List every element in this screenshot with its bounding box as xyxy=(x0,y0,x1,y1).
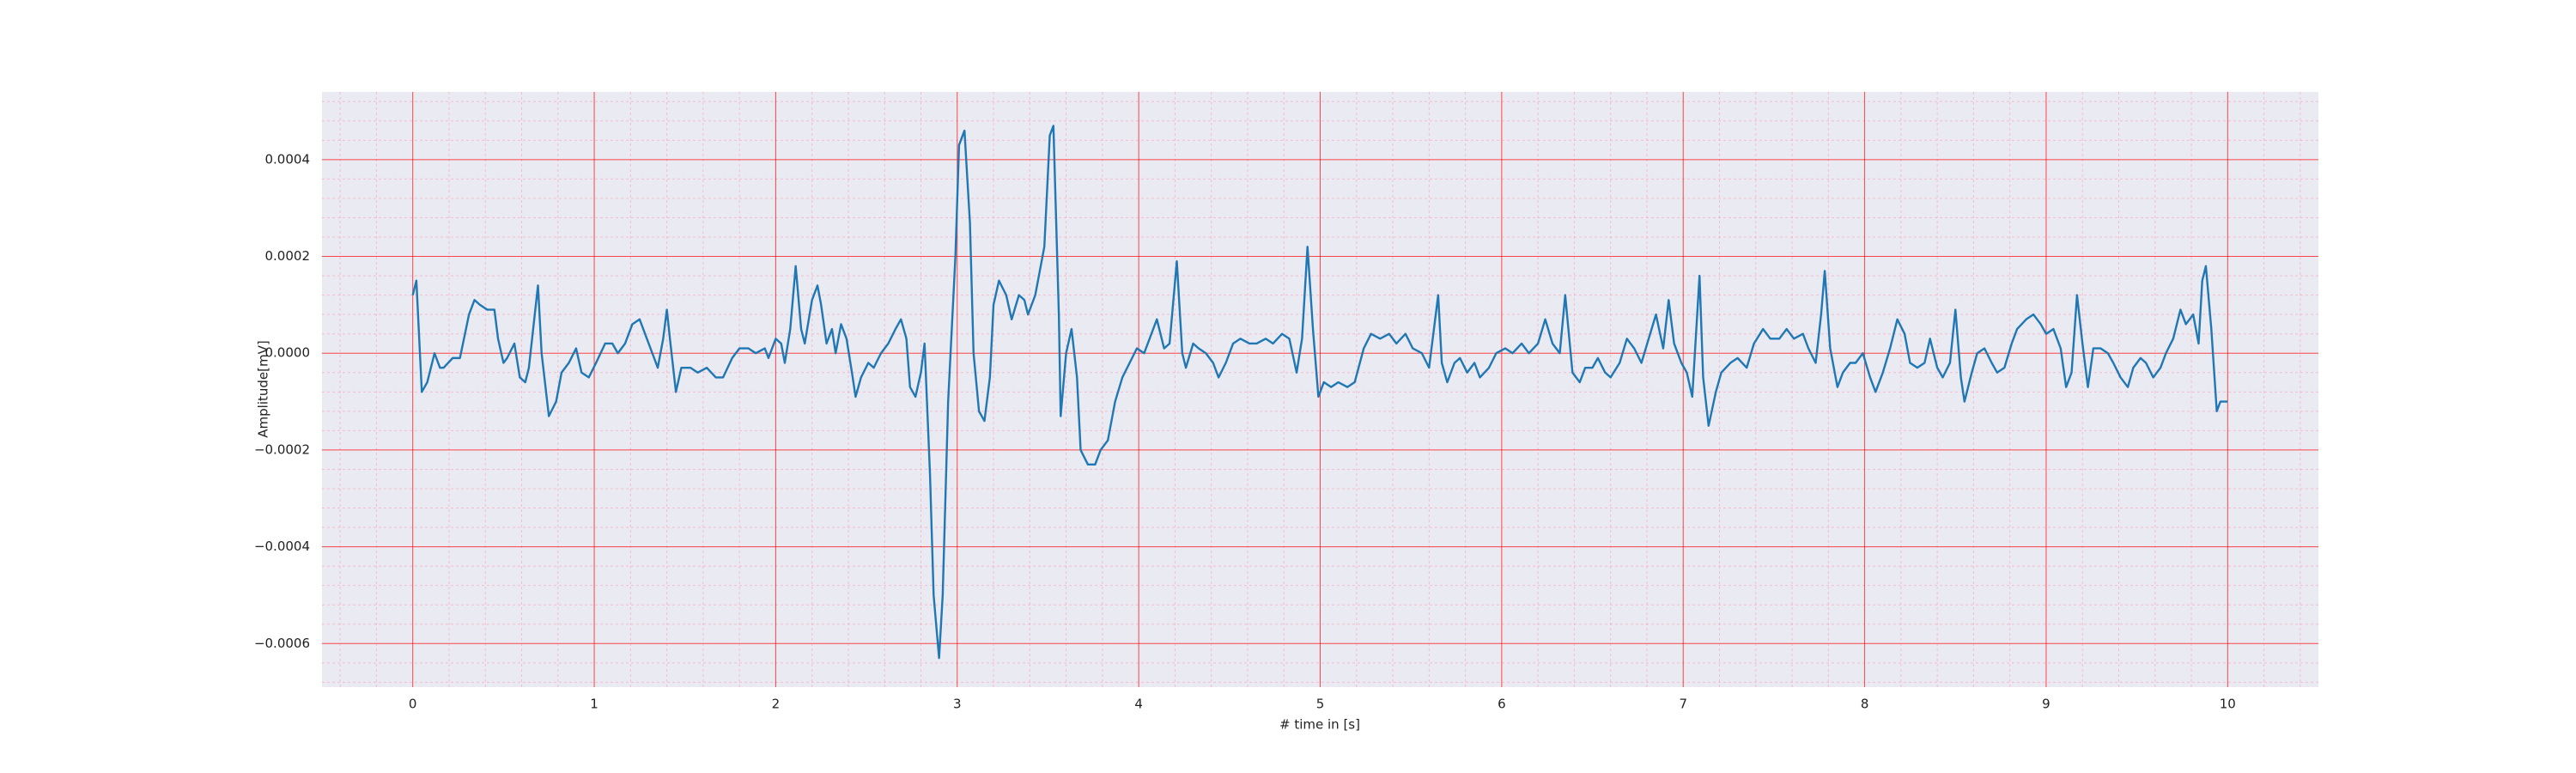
y-tick-label: 0.0002 xyxy=(265,248,311,264)
y-tick-label: 0.0004 xyxy=(265,151,311,167)
x-tick-label: 4 xyxy=(1134,697,1143,712)
x-tick-label: 9 xyxy=(2042,697,2050,712)
x-axis-label: # time in [s] xyxy=(1279,717,1360,733)
x-tick-label: 6 xyxy=(1498,697,1506,712)
x-tick-label: 1 xyxy=(590,697,598,712)
y-axis-label: Amplitude[mV] xyxy=(256,340,271,437)
y-tick-label: −0.0002 xyxy=(254,441,310,457)
x-tick-label: 10 xyxy=(2220,697,2236,712)
line-series xyxy=(411,125,2228,660)
x-tick-label: 0 xyxy=(409,697,417,712)
x-tick-label: 2 xyxy=(772,697,781,712)
x-tick-label: 3 xyxy=(953,697,962,712)
y-tick-label: −0.0004 xyxy=(254,539,310,554)
x-tick-label: 7 xyxy=(1679,697,1687,712)
x-tick-label: 8 xyxy=(1861,697,1869,712)
y-tick-label: −0.0006 xyxy=(254,636,310,651)
x-tick-label: 5 xyxy=(1316,697,1325,712)
y-tick-label: 0.0000 xyxy=(265,345,311,361)
